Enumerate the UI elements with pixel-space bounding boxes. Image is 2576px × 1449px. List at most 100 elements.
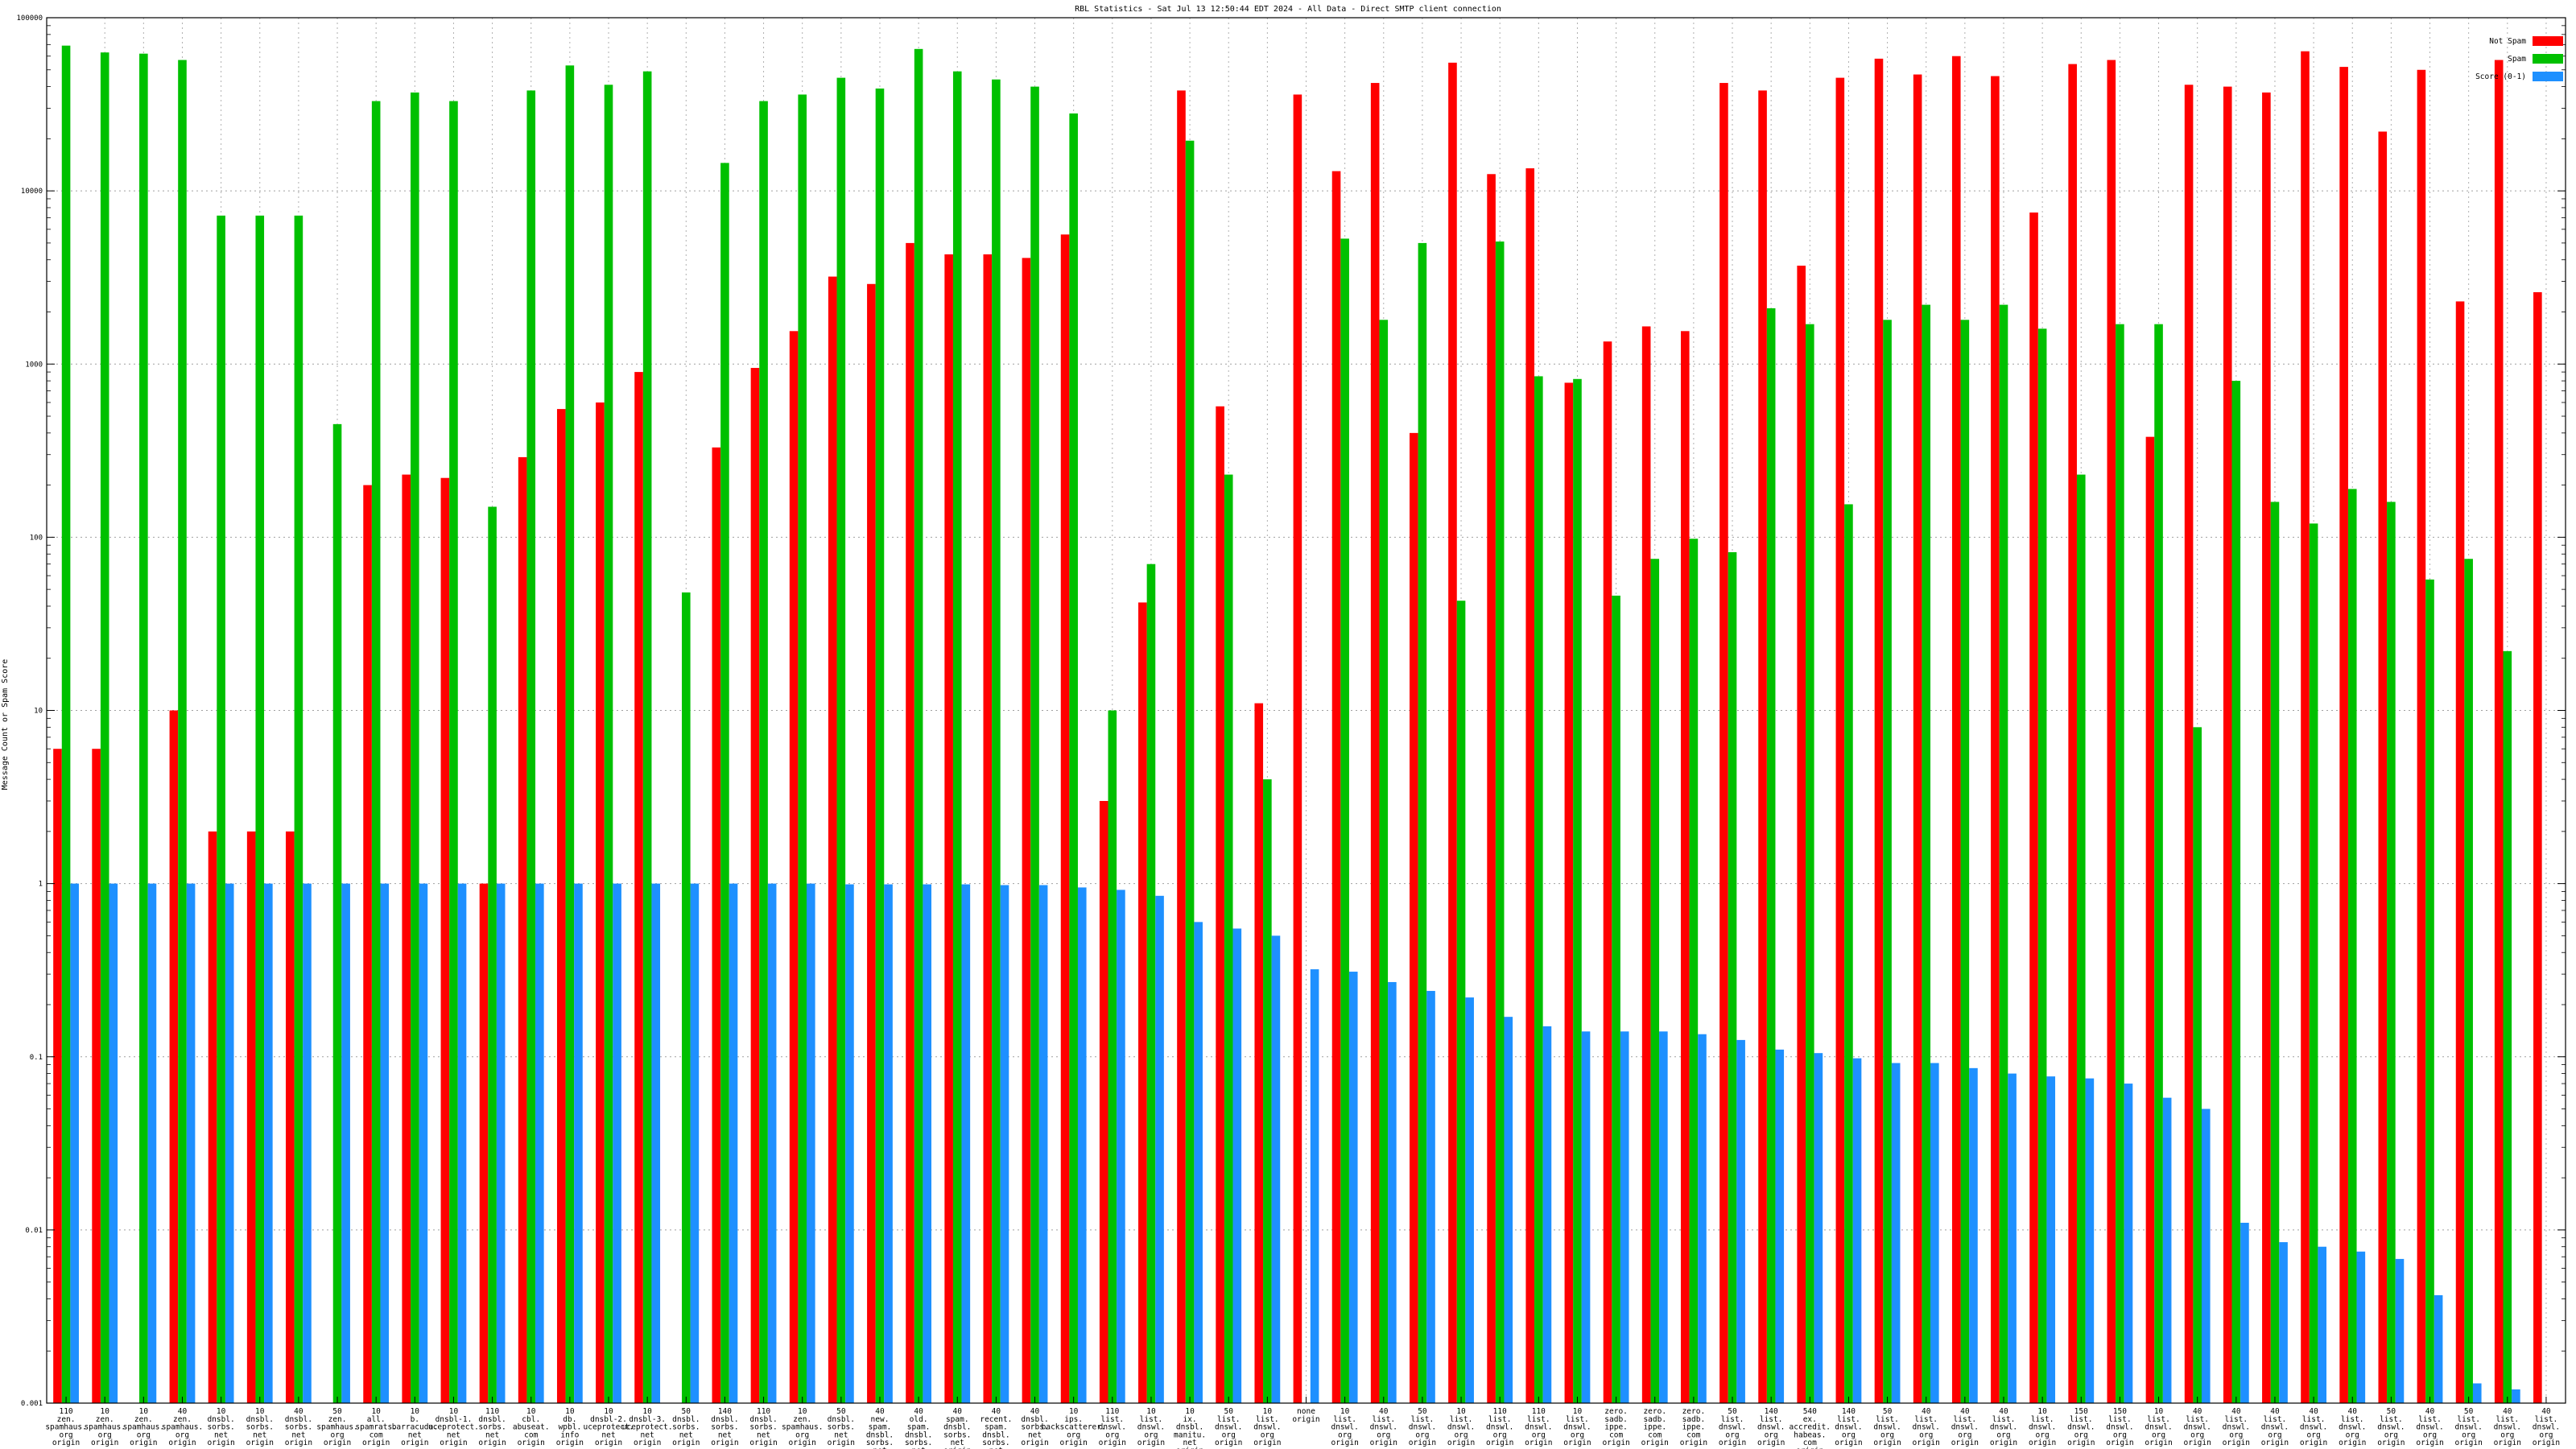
score-bar [1620, 1031, 1629, 1403]
spam-bar [1108, 710, 1117, 1403]
spam-bar [642, 71, 652, 1403]
x-tick-label: none origin [1292, 1407, 1319, 1424]
score-bar [1891, 1063, 1901, 1403]
spam-bar [526, 90, 536, 1404]
score-bar [1426, 990, 1435, 1403]
not-spam-bar [1410, 432, 1418, 1403]
score-bar [457, 883, 467, 1403]
not-spam-bar [2068, 64, 2077, 1403]
not-spam-bar [1835, 77, 1845, 1403]
not-spam-bar [2262, 92, 2271, 1403]
x-tick-label: 10 dnsbl-2. uceprotect. net origin [584, 1407, 634, 1447]
score-bar [1969, 1067, 1978, 1403]
x-tick-label: 50 list. dnswl. org origin [1719, 1407, 1746, 1447]
x-tick-label: 10 list. dnswl. org origin [1137, 1407, 1165, 1447]
score-bar [1388, 981, 1397, 1403]
score-bar [147, 883, 157, 1403]
y-tick-label: 0.001 [21, 1400, 43, 1408]
x-tick-label: 50 list. dnswl. org origin [1409, 1407, 1436, 1447]
spam-bar [2076, 474, 2086, 1403]
x-tick-label: 110 list. dnswl. org origin [1486, 1407, 1513, 1447]
not-spam-bar [1138, 602, 1147, 1403]
not-spam-bar [2455, 301, 2465, 1403]
not-spam-bar [1797, 266, 1806, 1403]
score-bar [1504, 1017, 1513, 1403]
score-bar [2085, 1078, 2095, 1403]
spam-bar [2154, 324, 2163, 1403]
score-bar [186, 883, 196, 1403]
not-spam-bar [1293, 94, 1302, 1403]
x-tick-label: 10 list. dnswl. org origin [1331, 1407, 1358, 1447]
spam-bar [604, 85, 613, 1403]
spam-bar [1069, 113, 1078, 1403]
x-tick-label: 10 db. wpbl. info origin [556, 1407, 584, 1447]
score-bar [1775, 1049, 1785, 1403]
score-bar [1814, 1053, 1823, 1403]
x-tick-label: 110 list. dnswl. org origin [1099, 1407, 1126, 1447]
score-bar [845, 884, 854, 1403]
not-spam-bar [286, 831, 295, 1403]
x-tick-label: 10 ips. backscatterer. org origin [1042, 1407, 1106, 1447]
score-bar [225, 883, 234, 1403]
not-spam-bar [634, 372, 643, 1404]
score-bar [2279, 1242, 2288, 1403]
x-tick-label: 140 list. dnswl. org origin [1757, 1407, 1785, 1447]
score-bar [1155, 895, 1164, 1403]
spam-bar [411, 92, 419, 1403]
score-bar [535, 883, 544, 1403]
legend-label: Not Spam [2489, 37, 2526, 46]
spam-bar [1999, 304, 2008, 1404]
spam-bar [61, 45, 71, 1403]
not-spam-bar [1022, 258, 1031, 1404]
spam-bar [1185, 140, 1195, 1403]
not-spam-bar [1060, 234, 1070, 1404]
not-spam-bar [2417, 69, 2426, 1404]
spam-bar [1263, 779, 1272, 1403]
x-tick-label: 40 zen. spamhaus. org origin [162, 1407, 203, 1447]
spam-bar [139, 53, 148, 1403]
score-bar [1271, 935, 1281, 1403]
score-bar [1077, 887, 1087, 1403]
spam-bar [798, 94, 807, 1403]
not-spam-bar [2029, 213, 2038, 1403]
spam-bar [294, 215, 303, 1403]
spam-bar [1379, 320, 1389, 1404]
spam-bar [914, 48, 923, 1404]
spam-bar [449, 101, 458, 1403]
x-tick-label: 10 all. spamrats. com origin [355, 1407, 396, 1447]
not-spam-bar [596, 402, 605, 1403]
y-axis-ticks: 0.001 0.01 0.1 1 10 100 1000 10000 100000 [16, 14, 2566, 1408]
spam-bar [1883, 320, 1892, 1404]
spam-bar [2503, 650, 2512, 1403]
x-tick-label: 40 dnsbl. sorbs. net origin [1021, 1407, 1048, 1447]
legend-label: Spam [2508, 55, 2526, 64]
x-tick-label: 110 dnsbl. sorbs. net origin [749, 1407, 777, 1447]
x-tick-label: 10 zen. spamhaus. org origin [123, 1407, 164, 1447]
not-spam-bar [1487, 174, 1496, 1404]
score-bar [2395, 1258, 2405, 1403]
x-tick-label: 10 list. dnswl. org origin [1563, 1407, 1591, 1447]
not-spam-bar [92, 749, 101, 1403]
x-tick-label: zero. sadb. ippe. com origin [1641, 1407, 1669, 1447]
score-bar [2008, 1073, 2017, 1403]
y-axis-label: Message Count or Spam Score [1, 659, 10, 791]
spam-bar [2309, 523, 2318, 1404]
spam-bar [681, 592, 691, 1403]
score-bar [613, 883, 621, 1403]
not-spam-bar [1951, 56, 1961, 1403]
score-bar [1117, 890, 1125, 1403]
not-spam-bar [479, 883, 489, 1403]
not-spam-bar [983, 254, 993, 1403]
score-bar [2240, 1222, 2249, 1403]
score-bar [2356, 1251, 2366, 1403]
not-spam-bar [1874, 58, 1884, 1403]
score-bar [1930, 1063, 1939, 1403]
x-tick-label: 40 list. dnswl. org origin [2339, 1407, 2366, 1447]
not-spam-bar [208, 831, 217, 1403]
spam-bar [1689, 539, 1699, 1404]
not-spam-bar [2494, 60, 2504, 1403]
score-bar [1310, 969, 1319, 1403]
spam-bar [1922, 304, 1931, 1404]
not-spam-bar [789, 331, 799, 1403]
